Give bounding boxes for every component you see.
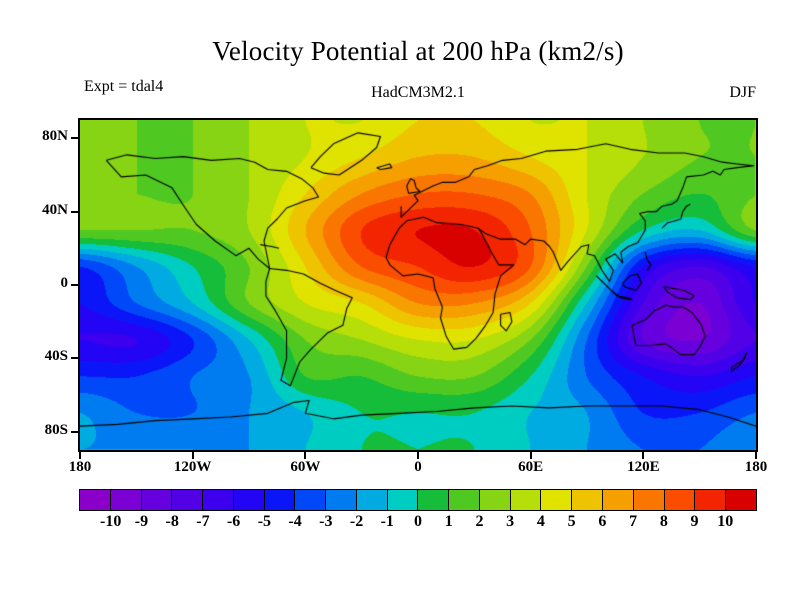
lat-tick-label: 0 <box>60 275 69 291</box>
lon-tick-label: 120E <box>627 459 660 475</box>
colorbar-tick-label: -7 <box>196 513 210 530</box>
colorbar-cell <box>478 490 510 510</box>
colorbar-cell <box>448 490 479 510</box>
lat-tick-label: 80S <box>44 421 68 438</box>
lon-tick-mark <box>191 452 194 459</box>
colorbar-cell <box>171 490 203 510</box>
lat-tick-label: 40S <box>44 348 68 365</box>
colorbar-tick-label: 3 <box>506 513 515 530</box>
lon-tick-mark <box>642 452 645 459</box>
colorbar-cell <box>109 490 141 510</box>
lon-tick-mark <box>79 452 81 459</box>
lon-tick-label: 180 <box>744 459 768 475</box>
lat-tick-label: 40N <box>42 201 68 218</box>
colorbar-tick-label: -6 <box>226 513 241 530</box>
colorbar-tick-label: 2 <box>475 513 484 530</box>
colorbar-tick-label: -5 <box>257 513 272 530</box>
lon-tick-mark <box>529 452 532 459</box>
colorbar-cell <box>571 490 603 510</box>
colorbar-tick-label: 9 <box>690 513 699 530</box>
lon-tick-label: 60W <box>290 459 321 475</box>
colorbar-tick-label: 6 <box>598 513 607 530</box>
lat-tick-label: 80N <box>42 128 68 145</box>
colorbar-cell <box>325 490 356 510</box>
lon-tick-mark <box>755 452 757 459</box>
colorbar-cell <box>263 490 295 510</box>
model-label: HadCM3M2.1 <box>371 84 465 101</box>
map-frame <box>78 118 758 452</box>
colorbar-cell <box>355 490 387 510</box>
colorbar-tick-label: -4 <box>288 513 302 530</box>
colorbar-tick-label: -1 <box>380 513 394 530</box>
colorbar <box>79 489 757 511</box>
lon-tick-mark <box>304 452 307 459</box>
experiment-label: Expt = tdal4 <box>84 78 164 95</box>
colorbar-cell <box>725 490 756 510</box>
lon-tick-label: 0 <box>414 459 422 475</box>
colorbar-cell <box>80 490 110 510</box>
map-canvas <box>80 120 756 450</box>
colorbar-tick-label: -2 <box>349 513 364 530</box>
colorbar-cell <box>540 490 572 510</box>
plot-title: Velocity Potential at 200 hPa (km2/s) <box>212 36 624 66</box>
colorbar-cell <box>232 490 264 510</box>
colorbar-tick-label: -9 <box>134 513 149 530</box>
colorbar-cell <box>294 490 326 510</box>
colorbar-tick-label: 5 <box>567 513 576 530</box>
colorbar-tick-label: 0 <box>414 513 422 530</box>
lat-tick-mark <box>71 430 79 433</box>
season-label: DJF <box>729 84 756 101</box>
colorbar-cell <box>417 490 449 510</box>
lon-tick-mark <box>417 452 419 459</box>
lon-tick-label: 60E <box>518 459 544 475</box>
colorbar-cell <box>602 490 633 510</box>
lat-tick-mark <box>71 137 79 140</box>
lat-tick-mark <box>71 357 79 360</box>
colorbar-tick-label: 1 <box>444 513 453 530</box>
colorbar-tick-label: 10 <box>717 513 734 530</box>
colorbar-cell <box>140 490 172 510</box>
colorbar-cell <box>663 490 695 510</box>
lon-tick-label: 180 <box>68 459 92 475</box>
colorbar-tick-label: -10 <box>100 513 122 530</box>
colorbar-cell <box>202 490 233 510</box>
colorbar-tick-label: 8 <box>659 513 668 530</box>
colorbar-cell <box>632 490 664 510</box>
lon-tick-label: 120W <box>173 459 212 475</box>
lat-tick-mark <box>71 210 79 213</box>
lat-tick-mark <box>71 284 79 286</box>
colorbar-tick-label: 7 <box>629 513 638 530</box>
colorbar-cell <box>386 490 418 510</box>
colorbar-cell <box>509 490 541 510</box>
colorbar-tick-label: -3 <box>319 513 333 530</box>
colorbar-cell <box>694 490 726 510</box>
colorbar-tick-label: 4 <box>536 513 545 530</box>
colorbar-tick-label: -8 <box>165 513 179 530</box>
